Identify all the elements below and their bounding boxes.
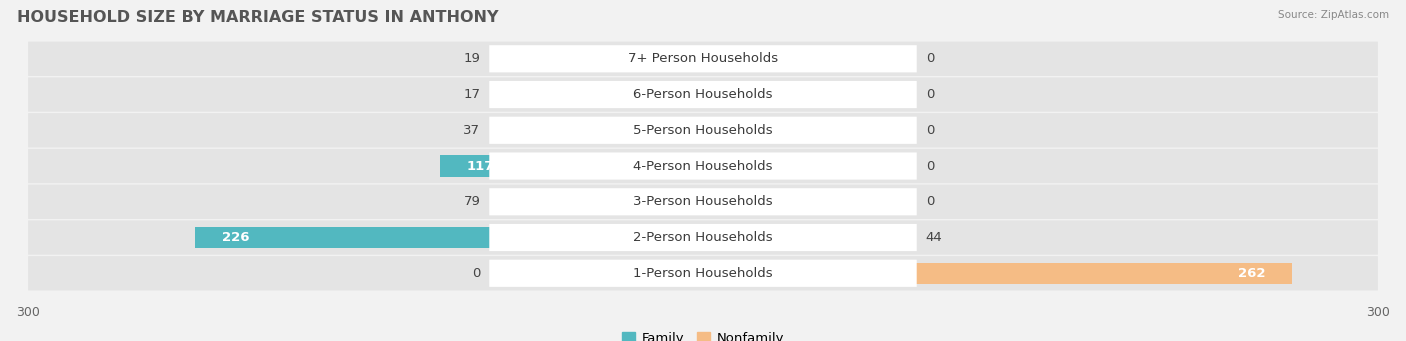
Text: 226: 226	[222, 231, 249, 244]
Bar	[703, 263, 1292, 284]
Legend: Family, Nonfamily: Family, Nonfamily	[616, 327, 790, 341]
Bar	[703, 227, 801, 248]
FancyBboxPatch shape	[489, 152, 917, 180]
FancyBboxPatch shape	[489, 45, 917, 72]
FancyBboxPatch shape	[28, 256, 1378, 291]
Text: 4-Person Households: 4-Person Households	[633, 160, 773, 173]
Text: 262: 262	[1237, 267, 1265, 280]
FancyBboxPatch shape	[28, 149, 1378, 183]
FancyBboxPatch shape	[28, 184, 1378, 219]
Text: 5-Person Households: 5-Person Households	[633, 124, 773, 137]
Bar	[661, 48, 703, 70]
Text: 79: 79	[464, 195, 481, 208]
Bar	[440, 155, 703, 177]
FancyBboxPatch shape	[28, 220, 1378, 255]
Text: 0: 0	[472, 267, 481, 280]
Text: 1-Person Households: 1-Person Households	[633, 267, 773, 280]
Text: HOUSEHOLD SIZE BY MARRIAGE STATUS IN ANTHONY: HOUSEHOLD SIZE BY MARRIAGE STATUS IN ANT…	[17, 10, 498, 25]
Text: 0: 0	[925, 160, 934, 173]
FancyBboxPatch shape	[489, 224, 917, 251]
FancyBboxPatch shape	[489, 117, 917, 144]
FancyBboxPatch shape	[28, 42, 1378, 76]
Text: 6-Person Households: 6-Person Households	[633, 88, 773, 101]
Bar	[526, 191, 703, 212]
FancyBboxPatch shape	[28, 113, 1378, 147]
Text: 2-Person Households: 2-Person Households	[633, 231, 773, 244]
FancyBboxPatch shape	[28, 77, 1378, 112]
FancyBboxPatch shape	[489, 81, 917, 108]
Text: 0: 0	[925, 52, 934, 65]
Text: 19: 19	[464, 52, 481, 65]
Text: 37: 37	[464, 124, 481, 137]
Text: 117: 117	[467, 160, 494, 173]
Bar	[194, 227, 703, 248]
Text: 7+ Person Households: 7+ Person Households	[628, 52, 778, 65]
Bar	[620, 120, 703, 141]
Text: Source: ZipAtlas.com: Source: ZipAtlas.com	[1278, 10, 1389, 20]
Text: 0: 0	[925, 88, 934, 101]
FancyBboxPatch shape	[489, 188, 917, 216]
Text: 3-Person Households: 3-Person Households	[633, 195, 773, 208]
FancyBboxPatch shape	[489, 260, 917, 287]
Text: 0: 0	[925, 195, 934, 208]
Bar	[665, 84, 703, 105]
Text: 0: 0	[925, 124, 934, 137]
Text: 17: 17	[464, 88, 481, 101]
Text: 44: 44	[925, 231, 942, 244]
